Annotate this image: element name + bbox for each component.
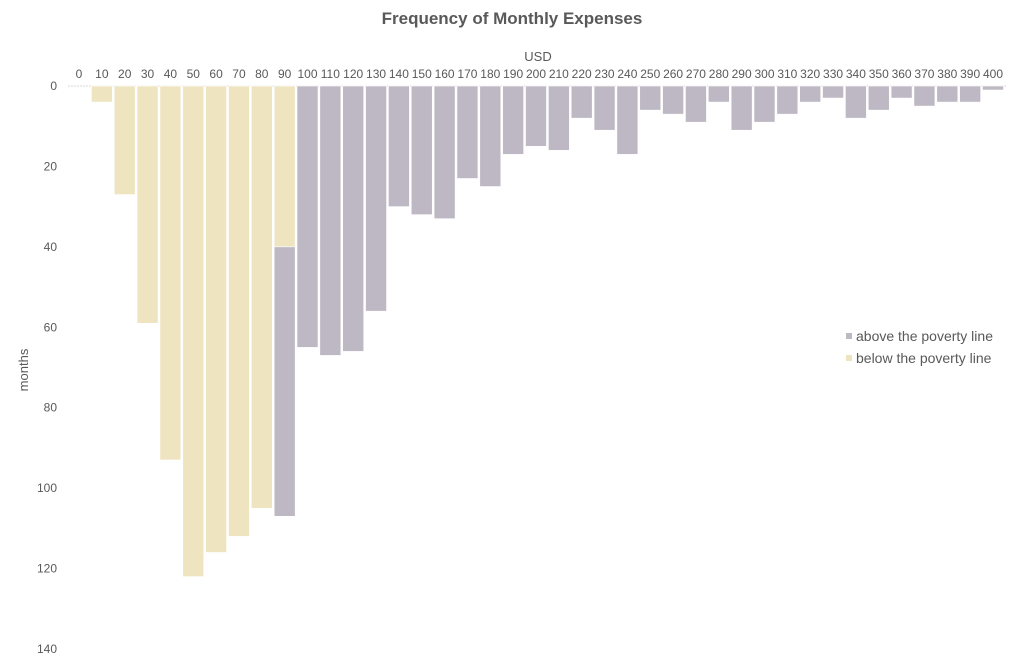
x-tick-label: 370 (914, 67, 934, 81)
bar-above-330 (822, 85, 844, 99)
bar-below-90 (273, 85, 296, 248)
bar-above-350 (867, 85, 890, 111)
bar-above-290 (730, 85, 753, 131)
x-tick-label: 250 (640, 67, 660, 81)
x-tick-label: 200 (526, 67, 546, 81)
x-tick-label: 240 (617, 67, 637, 81)
x-tick-label: 330 (823, 67, 843, 81)
bar-below-80 (251, 85, 273, 509)
bar-above-130 (365, 85, 387, 312)
x-tick-label: 130 (366, 67, 386, 81)
x-axis-label: USD (524, 49, 551, 64)
x-tick-label: 30 (141, 67, 155, 81)
x-tick-label: 300 (754, 67, 774, 81)
x-tick-label: 280 (709, 67, 729, 81)
bar-above-240 (616, 85, 639, 155)
x-tick-label: 320 (800, 67, 820, 81)
y-tick-label: 80 (44, 401, 58, 415)
bar-above-370 (913, 85, 936, 107)
x-tick-label: 140 (389, 67, 409, 81)
bar-above-210 (548, 85, 570, 151)
bar-above-380 (936, 85, 959, 103)
x-tick-label: 20 (118, 67, 132, 81)
y-tick-label: 40 (44, 240, 58, 254)
bar-below-50 (182, 85, 205, 577)
bar-above-110 (319, 85, 342, 356)
x-tick-label: 60 (209, 67, 223, 81)
x-tick-label: 350 (869, 67, 889, 81)
y-tick-label: 140 (37, 642, 57, 656)
x-tick-label: 40 (164, 67, 178, 81)
bar-above-200 (525, 85, 547, 147)
chart-title: Frequency of Monthly Expenses (382, 9, 643, 28)
bar-above-320 (799, 85, 822, 103)
x-tick-label: 170 (457, 67, 477, 81)
bar-above-100 (296, 85, 319, 348)
bar-above-170 (456, 85, 479, 179)
x-tick-label: 290 (732, 67, 752, 81)
x-tick-label: 360 (892, 67, 912, 81)
x-tick-label: 340 (846, 67, 866, 81)
bar-above-250 (639, 85, 662, 111)
x-tick-label: 270 (686, 67, 706, 81)
legend-label: above the poverty line (856, 328, 993, 344)
legend-swatch (846, 355, 852, 361)
bar-below-10 (91, 85, 113, 103)
bar-above-180 (479, 85, 502, 187)
x-tick-label: 310 (777, 67, 797, 81)
bar-above-340 (845, 85, 867, 119)
x-tick-label: 230 (595, 67, 615, 81)
x-tick-label: 0 (76, 67, 83, 81)
x-tick-label: 210 (549, 67, 569, 81)
x-tick-label: 260 (663, 67, 683, 81)
x-tick-label: 160 (435, 67, 455, 81)
x-tick-label: 380 (937, 67, 957, 81)
bar-above-390 (959, 85, 981, 103)
bar-below-20 (113, 85, 136, 195)
x-tick-label: 80 (255, 67, 269, 81)
bar-above-280 (707, 85, 730, 103)
y-tick-label: 60 (44, 320, 58, 334)
x-tick-label: 220 (572, 67, 592, 81)
bar-above-220 (570, 85, 593, 119)
bar-below-60 (205, 85, 227, 553)
bar-below-30 (136, 85, 159, 324)
x-tick-label: 50 (187, 67, 201, 81)
x-tick-label: 390 (960, 67, 980, 81)
y-tick-label: 100 (37, 481, 57, 495)
bar-above-310 (776, 85, 799, 115)
bar-above-230 (593, 85, 616, 131)
bar-above-360 (890, 85, 913, 99)
x-tick-label: 110 (321, 67, 340, 81)
bar-above-150 (410, 85, 433, 215)
bar-above-270 (685, 85, 707, 123)
x-tick-label: 190 (503, 67, 523, 81)
x-tick-label: 180 (480, 67, 500, 81)
x-tick-label: 150 (412, 67, 432, 81)
y-tick-label: 0 (50, 79, 57, 93)
y-tick-label: 120 (37, 562, 57, 576)
x-tick-label: 400 (983, 67, 1003, 81)
x-tick-label: 120 (343, 67, 363, 81)
bar-below-70 (228, 85, 250, 537)
bar-above-90 (273, 246, 296, 517)
bar-above-140 (388, 85, 410, 207)
bar-above-400 (982, 85, 1004, 91)
y-axis-label: months (16, 348, 31, 391)
x-tick-label: 70 (232, 67, 246, 81)
x-tick-label: 90 (278, 67, 292, 81)
bar-above-190 (502, 85, 524, 155)
bar-above-160 (433, 85, 456, 220)
legend-label: below the poverty line (856, 350, 992, 366)
x-tick-label: 10 (95, 67, 109, 81)
x-tick-label: 100 (297, 67, 317, 81)
y-tick-label: 20 (44, 159, 58, 173)
bar-above-260 (662, 85, 684, 115)
bar-below-40 (159, 85, 182, 461)
bar-above-300 (753, 85, 776, 123)
bar-above-120 (342, 85, 365, 352)
legend-swatch (846, 333, 852, 339)
